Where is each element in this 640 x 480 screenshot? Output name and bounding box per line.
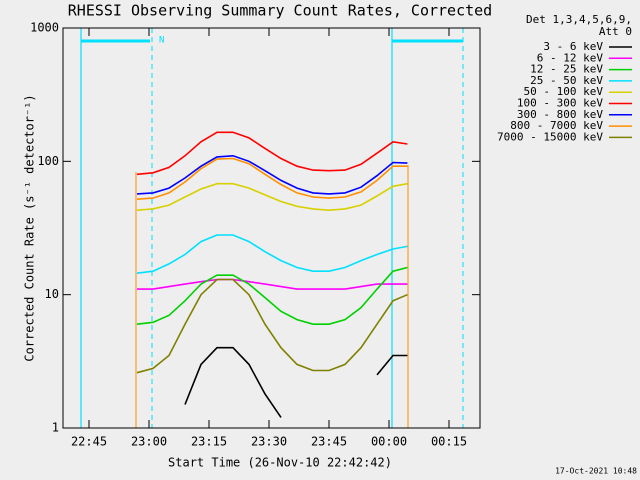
x-tick-label: 00:00: [371, 435, 407, 449]
x-tick-label: 23:30: [251, 435, 287, 449]
x-tick-label: 23:45: [311, 435, 347, 449]
series-line: [136, 154, 408, 195]
chart-title: RHESSI Observing Summary Count Rates, Co…: [68, 2, 492, 20]
series-line: [184, 346, 282, 418]
legend-label: 25 - 50 keV: [530, 74, 603, 87]
legend-label: 50 - 100 keV: [524, 85, 604, 98]
y-tick-label: 1000: [30, 21, 59, 35]
legend-label: 300 - 800 keV: [517, 108, 603, 121]
y-tick-label: 10: [45, 287, 59, 301]
legend-label: 12 - 25 keV: [530, 63, 603, 76]
legend-label: 100 - 300 keV: [517, 97, 603, 110]
legend-label: 800 - 7000 keV: [510, 119, 603, 132]
legend-label: 3 - 6 keV: [543, 40, 603, 53]
y-axis-label: Corrected Count Rate (s⁻¹ detector⁻¹): [23, 94, 37, 361]
timestamp: 17-Oct-2021 10:48: [555, 467, 637, 476]
x-tick-label: 23:00: [131, 435, 167, 449]
y-tick-label: 100: [37, 154, 59, 168]
legend-header: Att 0: [599, 25, 632, 38]
series-line: [136, 234, 408, 274]
x-tick-label: 22:45: [71, 435, 107, 449]
annotation: N: [159, 36, 164, 46]
series-line: [136, 131, 408, 176]
series-line: [136, 182, 408, 212]
legend-label: 7000 - 15000 keV: [497, 130, 603, 143]
legend-header: Det 1,3,4,5,6,9,: [526, 13, 632, 26]
series-line: [136, 157, 408, 200]
series-line: [376, 354, 408, 376]
x-axis-label: Start Time (26-Nov-10 22:42:42): [168, 456, 392, 470]
x-tick-label: 00:15: [431, 435, 467, 449]
series-line: [136, 278, 408, 374]
plot-frame: [62, 27, 481, 429]
y-tick-label: 1: [52, 421, 59, 435]
legend-label: 6 - 12 keV: [537, 51, 604, 64]
series-line: [136, 266, 408, 325]
x-tick-label: 23:15: [191, 435, 227, 449]
series-line: [137, 278, 408, 290]
